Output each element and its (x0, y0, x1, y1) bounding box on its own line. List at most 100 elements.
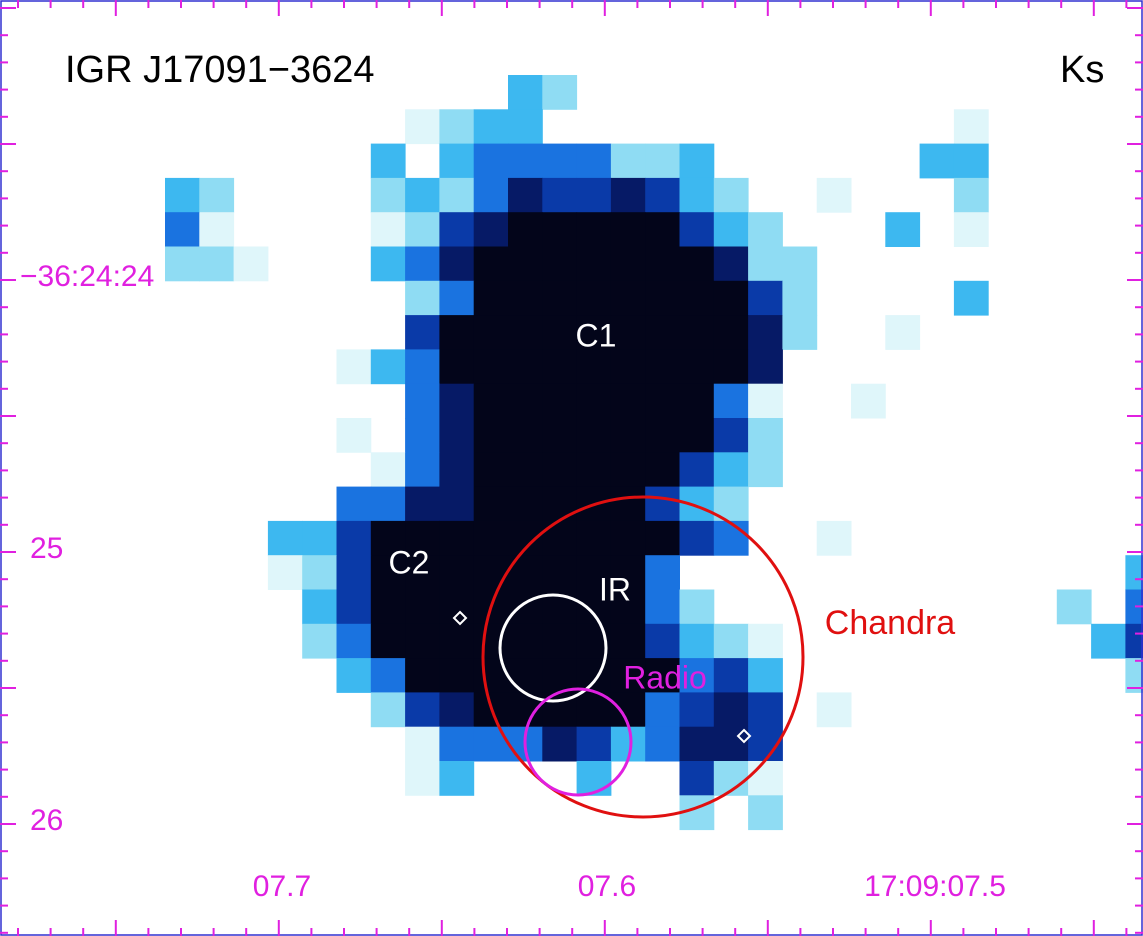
pixel (748, 281, 783, 316)
pixel (577, 247, 612, 282)
pixel (439, 487, 474, 522)
pixel (748, 692, 783, 727)
pixel (542, 658, 577, 693)
pixel (885, 212, 920, 247)
pixel (474, 452, 509, 487)
pixel (439, 658, 474, 693)
pixel (405, 315, 440, 350)
pixel (577, 418, 612, 453)
pixel (714, 658, 749, 693)
pixel (165, 178, 200, 213)
pixel (645, 212, 680, 247)
pixel (645, 555, 680, 590)
pixel (405, 692, 440, 727)
pixel (680, 418, 715, 453)
pixel (508, 315, 543, 350)
pixel (577, 761, 612, 796)
pixel (748, 452, 783, 487)
pixel (885, 315, 920, 350)
pixel (371, 247, 406, 282)
pixel (199, 212, 234, 247)
pixel (474, 178, 509, 213)
pixel (680, 178, 715, 213)
pixel (302, 555, 337, 590)
pixel (439, 178, 474, 213)
band-label: Ks (1060, 49, 1104, 91)
pixel (680, 281, 715, 316)
pixel (542, 349, 577, 384)
pixel (954, 212, 989, 247)
pixel (337, 624, 372, 659)
pixel (748, 247, 783, 282)
pixel (474, 109, 509, 144)
pixel (645, 692, 680, 727)
pixel (611, 349, 646, 384)
pixel (371, 692, 406, 727)
label-c1: C1 (576, 317, 617, 353)
pixel (782, 247, 817, 282)
label-radio: Radio (623, 659, 707, 695)
pixel (508, 658, 543, 693)
pixel (817, 521, 852, 556)
y-label: 25 (30, 532, 63, 565)
pixel (714, 281, 749, 316)
pixel (680, 384, 715, 419)
pixel (954, 109, 989, 144)
pixel (577, 281, 612, 316)
pixel (782, 315, 817, 350)
pixel (439, 109, 474, 144)
pixel (371, 590, 406, 625)
pixel (302, 590, 337, 625)
pixel (714, 452, 749, 487)
pixel (611, 178, 646, 213)
pixel (542, 281, 577, 316)
pixel (577, 384, 612, 419)
pixel (439, 590, 474, 625)
pixel (508, 452, 543, 487)
pixel (645, 349, 680, 384)
pixel (542, 75, 577, 110)
pixel (302, 624, 337, 659)
pixel (680, 144, 715, 179)
pixel (439, 624, 474, 659)
pixel (645, 281, 680, 316)
pixel (439, 761, 474, 796)
pixel (405, 281, 440, 316)
pixel (508, 212, 543, 247)
pixel (474, 521, 509, 556)
pixel (542, 315, 577, 350)
pixel (371, 624, 406, 659)
label-chandra: Chandra (825, 604, 956, 642)
pixel (680, 624, 715, 659)
pixel (1091, 624, 1126, 659)
pixel (851, 384, 886, 419)
pixel (542, 178, 577, 213)
pixel (508, 384, 543, 419)
pixel (542, 487, 577, 522)
pixel (439, 521, 474, 556)
pixel (405, 452, 440, 487)
pixel (405, 349, 440, 384)
pixel (611, 281, 646, 316)
pixel (611, 452, 646, 487)
pixel (508, 144, 543, 179)
pixel (439, 144, 474, 179)
pixel (474, 349, 509, 384)
pixel (645, 487, 680, 522)
pixel (577, 521, 612, 556)
pixel (508, 418, 543, 453)
pixel (337, 349, 372, 384)
pixel (371, 178, 406, 213)
pixel (920, 144, 955, 179)
pixel (439, 349, 474, 384)
title: IGR J17091−3624 (65, 49, 375, 91)
pixel (542, 555, 577, 590)
pixel (508, 109, 543, 144)
pixel (611, 212, 646, 247)
label-c2: C2 (389, 544, 430, 580)
pixel (542, 418, 577, 453)
pixel (405, 247, 440, 282)
pixel (302, 521, 337, 556)
pixel (542, 144, 577, 179)
pixel (508, 349, 543, 384)
